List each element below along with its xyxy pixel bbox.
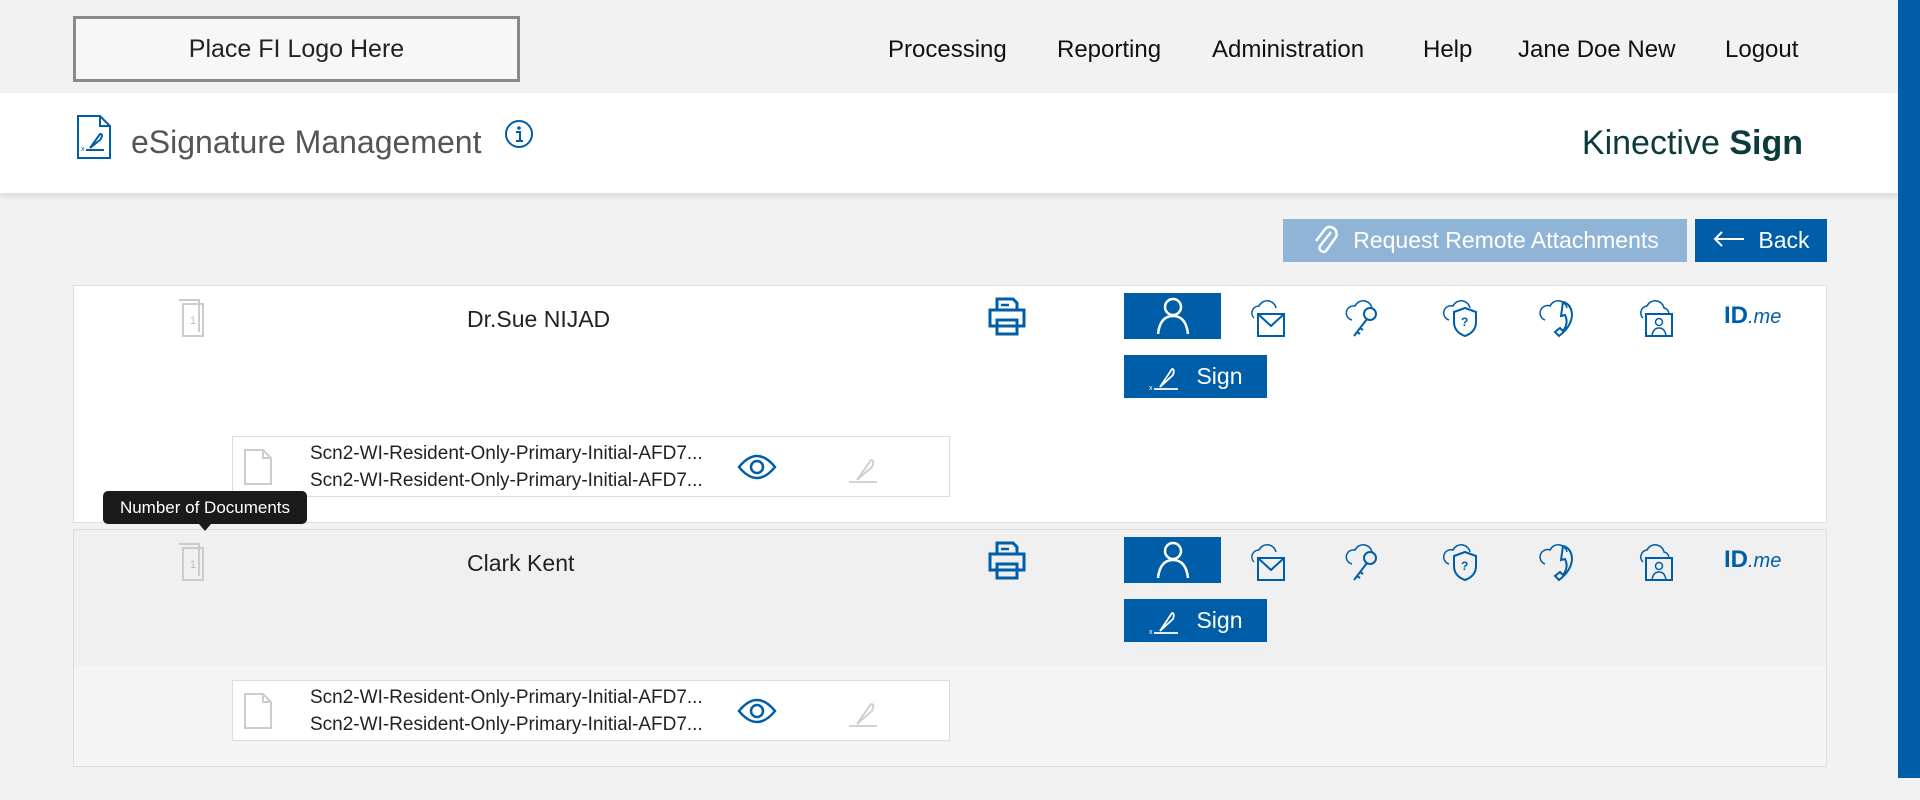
sign-label: Sign	[1196, 363, 1243, 389]
brand-bold: Sign	[1729, 124, 1803, 162]
cloud-phone-icon[interactable]	[1537, 294, 1581, 340]
svg-text:?: ?	[1461, 559, 1468, 573]
in-person-button[interactable]	[1124, 537, 1221, 583]
esignature-document-icon: x	[77, 115, 111, 159]
nav-administration[interactable]: Administration	[1212, 36, 1365, 63]
printer-icon[interactable]	[987, 296, 1027, 336]
idme-id: ID	[1724, 302, 1748, 329]
signer-card: 1 Clark Kent ? ID.me x Sign Scn2-WI-Resid…	[73, 529, 1827, 767]
cloud-key-icon[interactable]	[1342, 538, 1386, 584]
signer-name: Dr.Sue NIJAD	[467, 306, 611, 332]
document-name-secondary: Scn2-WI-Resident-Only-Primary-Initial-AF…	[310, 470, 703, 491]
cloud-security-question-icon[interactable]: ?	[1440, 538, 1484, 584]
cloud-email-icon[interactable]	[1246, 538, 1290, 584]
request-label: Request Remote Attachments	[1353, 227, 1659, 253]
quill-pen-icon: x	[1149, 367, 1179, 392]
sign-button[interactable]: x Sign	[1124, 599, 1267, 642]
cloud-video-icon[interactable]	[1634, 294, 1678, 340]
svg-text:x: x	[1149, 385, 1153, 392]
cloud-email-icon[interactable]	[1246, 294, 1290, 340]
arrow-left-icon	[1714, 230, 1745, 247]
document-count-icon[interactable]: 1	[177, 298, 209, 338]
file-icon	[244, 693, 272, 729]
printer-icon[interactable]	[987, 540, 1027, 580]
svg-text:x: x	[1149, 629, 1153, 636]
fi-logo-placeholder: Place FI Logo Here	[73, 16, 520, 82]
idme-id: ID	[1724, 546, 1748, 573]
sign-document-icon-disabled	[849, 459, 877, 483]
document-count-icon[interactable]: 1	[177, 542, 209, 582]
request-remote-attachments-button[interactable]: Request Remote Attachments	[1283, 219, 1687, 262]
document-item: Scn2-WI-Resident-Only-Primary-Initial-AF…	[232, 436, 950, 497]
idme-suffix: .me	[1748, 550, 1782, 572]
sign-document-icon-disabled	[849, 703, 877, 727]
nav-reporting[interactable]: Reporting	[1057, 36, 1162, 63]
back-label: Back	[1758, 227, 1810, 253]
brand-light: Kinective	[1581, 124, 1720, 162]
nav-processing[interactable]: Processing	[888, 36, 1007, 63]
nav-logout[interactable]: Logout	[1725, 36, 1799, 63]
sign-label: Sign	[1196, 607, 1243, 633]
document-name-secondary: Scn2-WI-Resident-Only-Primary-Initial-AF…	[310, 714, 703, 735]
signer-card: 1 Dr.Sue NIJAD ? ID.me x Sign Scn2-WI-Res…	[73, 285, 1827, 523]
scrollbar[interactable]	[1898, 0, 1920, 778]
person-icon	[1156, 541, 1189, 579]
in-person-button[interactable]	[1124, 293, 1221, 339]
svg-text:?: ?	[1461, 315, 1468, 329]
signer-name: Clark Kent	[467, 550, 575, 576]
nav-help[interactable]: Help	[1423, 36, 1473, 63]
idme-button[interactable]: ID.me	[1724, 546, 1781, 574]
cloud-phone-icon[interactable]	[1537, 538, 1581, 584]
back-button[interactable]: Back	[1695, 219, 1827, 262]
idme-suffix: .me	[1748, 306, 1782, 328]
sign-button[interactable]: x Sign	[1124, 355, 1267, 398]
cloud-security-question-icon[interactable]: ?	[1440, 294, 1484, 340]
cloud-key-icon[interactable]	[1342, 294, 1386, 340]
cloud-video-icon[interactable]	[1634, 538, 1678, 584]
document-item: Scn2-WI-Resident-Only-Primary-Initial-AF…	[232, 680, 950, 741]
info-icon[interactable]	[504, 119, 534, 149]
document-name: Scn2-WI-Resident-Only-Primary-Initial-AF…	[310, 687, 703, 708]
file-icon	[244, 449, 272, 485]
idme-button[interactable]: ID.me	[1724, 302, 1781, 330]
svg-text:1: 1	[190, 559, 196, 571]
eye-preview-icon[interactable]	[737, 454, 777, 480]
title-bar	[0, 93, 1898, 193]
svg-text:1: 1	[190, 315, 196, 327]
document-name: Scn2-WI-Resident-Only-Primary-Initial-AF…	[310, 443, 703, 464]
kinective-sign-logo: Kinective Sign	[1582, 124, 1803, 163]
svg-text:x: x	[81, 146, 85, 153]
eye-preview-icon[interactable]	[737, 698, 777, 724]
tooltip-number-of-documents: Number of Documents	[103, 491, 307, 531]
paperclip-icon	[1315, 225, 1339, 253]
nav-user[interactable]: Jane Doe New	[1518, 36, 1676, 63]
page-title: eSignature Management	[131, 124, 482, 160]
person-icon	[1156, 297, 1189, 335]
quill-pen-icon: x	[1149, 611, 1179, 636]
